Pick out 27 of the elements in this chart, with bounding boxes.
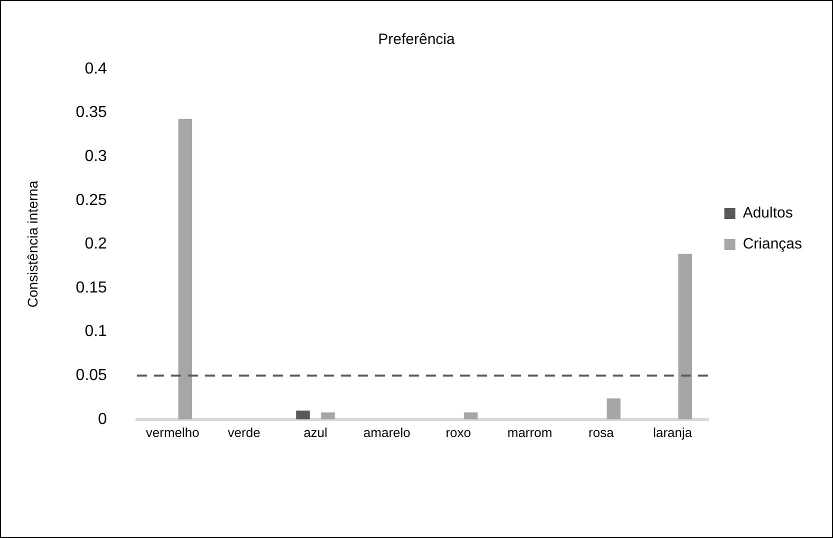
bar	[464, 412, 478, 420]
x-tick-label: amarelo	[363, 424, 410, 440]
bar	[178, 118, 192, 420]
y-tick-label: 0.05	[76, 367, 108, 384]
x-tick-label: verde	[228, 424, 260, 440]
y-tick-label: 0.2	[84, 236, 108, 253]
y-tick-label: 0.4	[84, 60, 108, 78]
bar	[678, 254, 692, 420]
legend-label: Crianças	[742, 236, 802, 253]
x-tick-label: roxo	[446, 424, 471, 440]
y-tick-label: 0.25	[76, 192, 108, 209]
x-tick-label: azul	[304, 424, 328, 440]
bar	[606, 398, 621, 420]
bar	[321, 412, 335, 420]
x-tick-label: vermelho	[146, 424, 200, 440]
y-tick-label: 0	[98, 410, 108, 428]
y-tick-label: 0.3	[84, 148, 108, 166]
y-tick-label: 0.35	[76, 104, 108, 122]
y-tick-label: 0.15	[76, 279, 108, 296]
chart-title: Preferência	[378, 31, 456, 48]
y-tick-label: 0.1	[84, 323, 108, 340]
x-tick-label: laranja	[653, 424, 693, 440]
y-axis-title: Consistência interna	[24, 180, 40, 308]
x-tick-label: rosa	[588, 424, 615, 440]
x-tick-label: marrom	[507, 424, 552, 440]
bar	[296, 410, 310, 420]
legend-label: Adultos	[742, 204, 793, 222]
